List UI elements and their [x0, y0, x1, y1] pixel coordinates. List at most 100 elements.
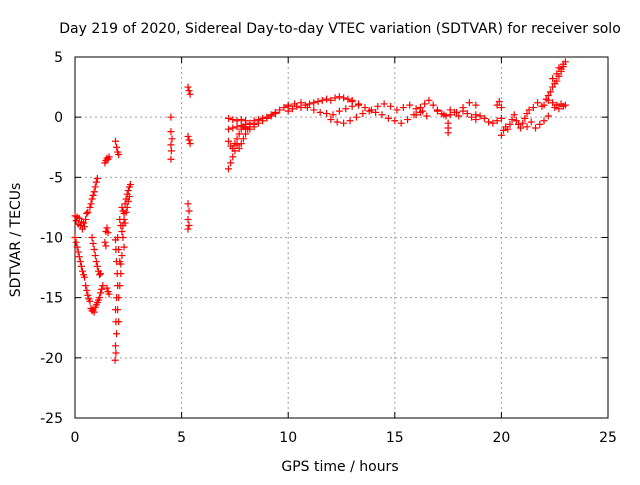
- y-tick-label: 0: [54, 110, 63, 126]
- data-point: [184, 132, 192, 140]
- data-point: [374, 102, 382, 110]
- data-point: [406, 101, 414, 109]
- data-point: [86, 297, 94, 305]
- data-point: [536, 120, 544, 128]
- data-point: [506, 120, 514, 128]
- x-tick-label: 0: [71, 430, 80, 446]
- data-point: [87, 200, 95, 208]
- data-point: [331, 94, 339, 102]
- data-point: [271, 110, 279, 118]
- data-point: [459, 104, 467, 112]
- data-point: [444, 129, 452, 137]
- data-point: [549, 75, 557, 83]
- data-point: [167, 155, 175, 163]
- data-point: [540, 101, 548, 109]
- data-point: [314, 98, 322, 106]
- data-point: [323, 95, 331, 103]
- data-point: [433, 107, 441, 115]
- data-point: [229, 153, 237, 161]
- data-point: [284, 102, 292, 110]
- data-point: [493, 117, 501, 125]
- data-point: [117, 270, 125, 278]
- data-point: [98, 285, 106, 293]
- data-point: [310, 106, 318, 114]
- data-point: [96, 294, 104, 302]
- data-point: [361, 104, 369, 112]
- data-point: [540, 117, 548, 125]
- y-tick-label: 5: [54, 50, 63, 66]
- data-point: [303, 104, 311, 112]
- data-point: [103, 284, 111, 292]
- data-point: [83, 209, 91, 217]
- data-point: [327, 96, 335, 104]
- data-point: [82, 282, 90, 290]
- data-point: [89, 240, 97, 248]
- data-point: [335, 93, 343, 101]
- data-point: [184, 200, 192, 208]
- data-point: [306, 100, 314, 108]
- data-point: [237, 122, 245, 130]
- data-point: [532, 124, 540, 132]
- data-point: [480, 114, 488, 122]
- data-point: [225, 137, 233, 145]
- data-point: [297, 99, 305, 107]
- data-point: [485, 118, 493, 126]
- y-tick-label: -10: [40, 231, 63, 247]
- data-point: [510, 111, 518, 119]
- data-point: [116, 282, 124, 290]
- data-point: [472, 116, 480, 124]
- data-point: [372, 108, 380, 116]
- data-point: [553, 77, 561, 85]
- points-layer: [71, 58, 569, 364]
- data-point: [227, 159, 235, 167]
- data-point: [335, 107, 343, 115]
- data-point: [115, 294, 123, 302]
- chart-title: Day 219 of 2020, Sidereal Day-to-day VTE…: [59, 21, 621, 37]
- data-point: [84, 291, 92, 299]
- data-point: [250, 117, 258, 125]
- data-point: [122, 208, 130, 216]
- x-tick-label: 10: [279, 430, 297, 446]
- data-point: [455, 112, 463, 120]
- data-point: [380, 100, 388, 108]
- data-point: [120, 215, 128, 223]
- data-point: [493, 101, 501, 109]
- data-point: [168, 135, 176, 143]
- data-point: [523, 110, 531, 118]
- data-point: [80, 219, 88, 227]
- data-point: [71, 234, 79, 241]
- data-point: [77, 262, 85, 270]
- data-point: [112, 342, 120, 350]
- data-point: [186, 140, 194, 148]
- data-point: [97, 270, 105, 278]
- data-point: [76, 258, 84, 266]
- data-point: [74, 248, 82, 256]
- data-point: [359, 110, 367, 118]
- data-point: [105, 153, 113, 161]
- x-axis-title: GPS time / hours: [281, 459, 398, 475]
- data-point: [91, 252, 99, 260]
- axis-layer: 0 5 10 15 20 25 -25 -20 -15 -10 -5 0 5: [40, 50, 617, 446]
- data-point: [102, 242, 110, 250]
- data-point: [318, 96, 326, 104]
- data-point: [429, 101, 437, 109]
- data-point: [81, 273, 89, 281]
- data-point: [489, 119, 497, 127]
- data-point: [423, 112, 431, 120]
- data-point: [225, 165, 233, 173]
- data-point: [111, 356, 119, 364]
- data-point: [412, 105, 420, 113]
- data-point: [242, 130, 250, 138]
- data-point: [237, 116, 245, 124]
- data-point: [167, 141, 175, 149]
- data-point: [103, 224, 111, 232]
- data-point: [225, 114, 233, 122]
- data-point: [497, 104, 505, 112]
- x-tick-label: 25: [599, 430, 617, 446]
- data-point: [267, 111, 275, 119]
- data-point: [99, 282, 107, 290]
- data-point: [112, 349, 120, 357]
- x-tick-label: 15: [386, 430, 404, 446]
- data-point: [346, 117, 354, 125]
